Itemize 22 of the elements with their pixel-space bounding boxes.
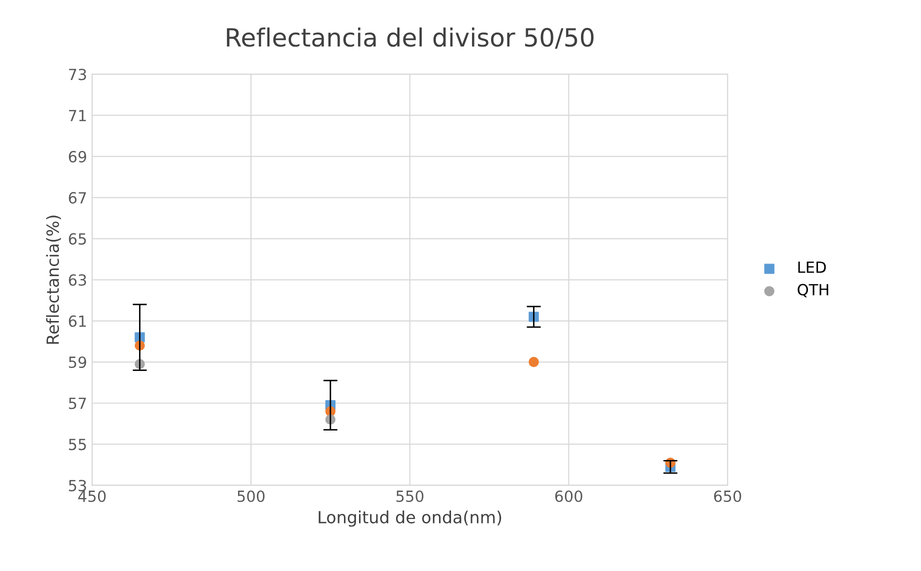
y-tick-label: 67 — [68, 192, 86, 204]
y-tick-label: 63 — [68, 274, 86, 286]
y-tick-label: 73 — [69, 68, 86, 80]
x-tick-label: 550 — [396, 490, 424, 502]
y-axis-title: Reflectancia(%) — [46, 216, 61, 344]
y-tick-label: 65 — [68, 233, 86, 245]
x-tick-label: 650 — [714, 490, 742, 502]
x-tick-label: 600 — [555, 490, 582, 502]
x-tick-label: 500 — [238, 490, 265, 502]
legend-label: LED — [798, 262, 826, 273]
y-tick-label: 53 — [68, 480, 86, 492]
y-tick-label: 69 — [68, 150, 86, 162]
y-tick-label: 71 — [69, 110, 86, 122]
y-tick-label: 55 — [68, 438, 86, 450]
chart-title: Reflectancia del divisor 50/50 — [226, 27, 594, 49]
y-tick-label: 57 — [68, 398, 86, 410]
y-tick-label: 61 — [68, 315, 86, 327]
x-tick-label: 450 — [78, 490, 106, 502]
legend-label: QTH — [798, 284, 828, 298]
y-tick-label: 59 — [68, 356, 86, 368]
x-axis-title: Longitud de onda(nm) — [318, 510, 502, 527]
point — [528, 356, 539, 368]
